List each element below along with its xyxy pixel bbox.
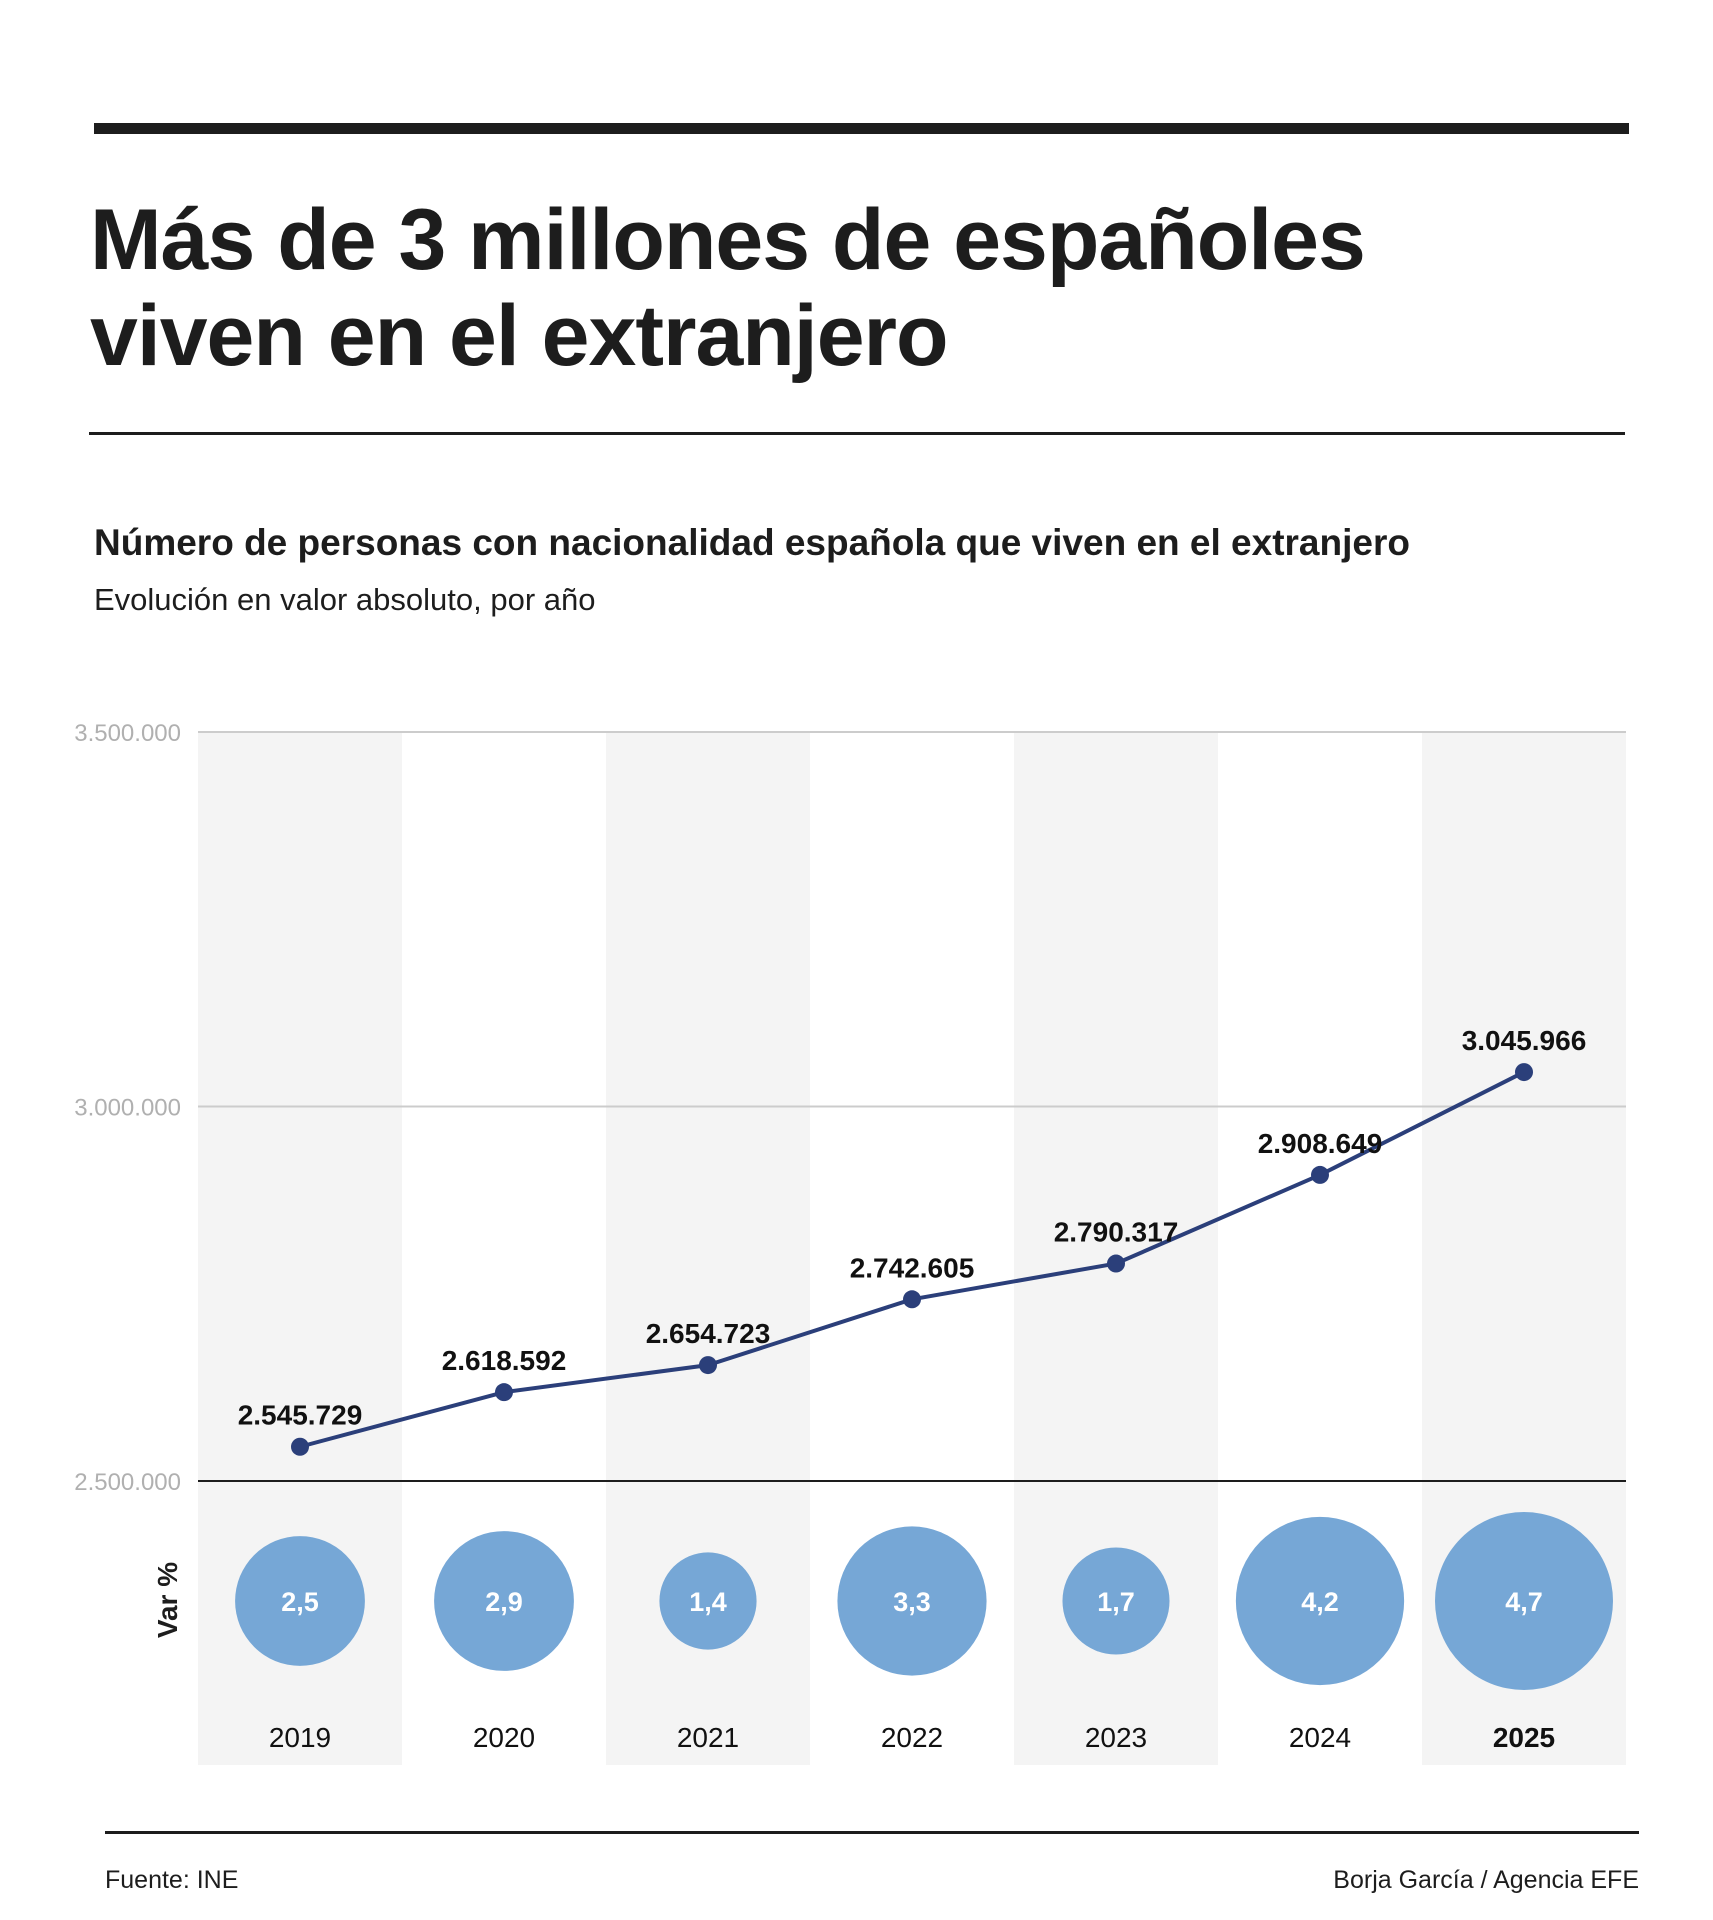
data-point-2024	[1311, 1165, 1329, 1184]
var-bubble-2020	[434, 1531, 574, 1671]
data-point-2019	[291, 1437, 309, 1456]
top-rule	[94, 123, 1629, 134]
data-label-2023: 2.790.317	[1054, 1217, 1179, 1248]
var-bubble-2019	[235, 1536, 365, 1666]
var-bubble-label-2025: 4,7	[1505, 1587, 1543, 1617]
chart-subtitle: Evolución en valor absoluto, por año	[94, 582, 596, 617]
x-tick-label-2023: 2023	[1085, 1722, 1147, 1753]
data-point-2025	[1515, 1063, 1533, 1082]
x-tick-label-2020: 2020	[473, 1722, 535, 1753]
data-point-2023	[1107, 1254, 1125, 1273]
data-points	[291, 1063, 1533, 1456]
data-label-2019: 2.545.729	[238, 1400, 363, 1431]
headline-line-2: viven en el extranjero	[90, 288, 949, 384]
credit-note: Borja García / Agencia EFE	[1333, 1866, 1639, 1894]
var-bubble-2024	[1235, 1516, 1405, 1686]
x-tick-label-2019: 2019	[269, 1722, 331, 1753]
y-tick-label: 2.500.000	[74, 1469, 181, 1496]
var-bubble-2025	[1435, 1512, 1613, 1690]
data-label-2020: 2.618.592	[442, 1345, 567, 1376]
var-bubble-label-2019: 2,5	[281, 1587, 319, 1617]
data-label-2022: 2.742.605	[850, 1252, 975, 1283]
var-bubble-2021	[659, 1552, 757, 1650]
x-axis-ticks: 2019 2020 2021 2022 2023 2024 2025	[269, 1722, 1555, 1753]
gridlines	[198, 731, 1626, 1482]
data-point-2021	[699, 1356, 717, 1375]
variation-bubbles: 2,5 2,9 1,4 3,3 1,7 4,2 4,7	[235, 1512, 1613, 1690]
var-bubble-2023	[1062, 1547, 1170, 1655]
x-tick-label-2022: 2022	[881, 1722, 943, 1753]
var-percent-label: Var %	[152, 1562, 183, 1638]
headline-line-1: Más de 3 millones de españoles	[90, 192, 1366, 288]
var-bubble-2022	[837, 1526, 987, 1676]
y-tick-label: 3.000.000	[74, 1095, 181, 1122]
x-tick-label-2025: 2025	[1493, 1722, 1555, 1753]
chart-title: Número de personas con nacionalidad espa…	[94, 522, 1410, 563]
data-labels: 2.545.729 2.618.592 2.654.723 2.742.605 2.79…	[238, 1025, 1587, 1431]
data-label-2025: 3.045.966	[1462, 1025, 1587, 1056]
var-bubble-label-2022: 3,3	[893, 1587, 931, 1617]
x-tick-label-2024: 2024	[1289, 1722, 1351, 1753]
x-tick-label-2021: 2021	[677, 1722, 739, 1753]
var-bubble-label-2024: 4,2	[1301, 1587, 1339, 1617]
var-bubble-label-2021: 1,4	[689, 1587, 727, 1617]
headline-divider	[89, 432, 1625, 435]
data-label-2021: 2.654.723	[646, 1318, 771, 1349]
data-label-2024: 2.908.649	[1258, 1128, 1383, 1159]
var-bubble-label-2023: 1,7	[1097, 1587, 1135, 1617]
data-point-2020	[495, 1383, 513, 1402]
y-tick-label: 3.500.000	[74, 720, 181, 747]
data-point-2022	[903, 1290, 921, 1309]
var-bubble-label-2020: 2,9	[485, 1587, 523, 1617]
footer-rule	[105, 1831, 1639, 1834]
y-axis-ticks: 2.500.000 3.000.000 3.500.000	[74, 720, 181, 1496]
source-note: Fuente: INE	[105, 1866, 239, 1894]
headline: Más de 3 millones de españoles viven en …	[90, 192, 1630, 384]
